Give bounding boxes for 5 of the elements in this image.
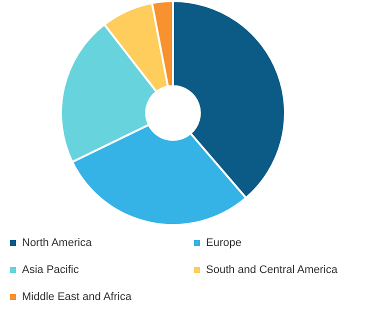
legend-label: North America [22,237,92,249]
legend-label: South and Central America [206,264,338,276]
legend-label: Middle East and Africa [22,291,132,303]
legend-label: Asia Pacific [22,264,79,276]
legend-label: Europe [206,237,242,249]
